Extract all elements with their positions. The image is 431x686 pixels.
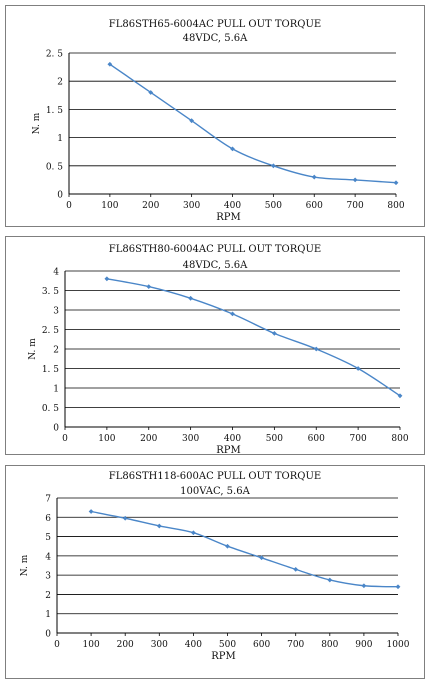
y-tick-label: 2 — [57, 78, 63, 88]
y-tick-label: 0 — [45, 630, 51, 640]
y-tick-label: 5 — [45, 533, 51, 543]
y-tick-label: 1 — [53, 385, 59, 395]
data-point — [270, 163, 276, 169]
data-point — [271, 331, 277, 336]
data-point — [352, 177, 358, 183]
y-tick-label: 0 — [53, 424, 59, 434]
y-axis-label: N. m — [32, 112, 42, 134]
x-tick-label: 0 — [66, 201, 72, 211]
data-point — [313, 346, 319, 352]
y-tick-label: 0 — [57, 191, 63, 201]
y-tick-label: 1. 5 — [46, 106, 63, 116]
y-tick-label: 1 — [57, 134, 63, 144]
y-tick-label: 3 — [53, 307, 59, 317]
data-point — [88, 509, 94, 514]
data-point — [311, 174, 317, 180]
data-point — [230, 311, 235, 317]
data-point — [156, 523, 162, 529]
torque-chart-3: 0 1 2 3 4 5 6 7 0 100 200 300 400 500 600 700 800 900 1000… — [20, 495, 410, 663]
data-point — [395, 584, 401, 590]
x-tick-label: 500 — [266, 434, 283, 444]
y-axis-label: N. m — [28, 338, 38, 360]
torque-chart-panel-2: FL86STH80-6004AC PULL OUT TORQUE 48VDC, … — [5, 236, 425, 457]
torque-chart-panel-3: FL86STH118-600AC PULL OUT TORQUE 100VAC,… — [5, 465, 425, 679]
y-tick-label: 1 — [45, 610, 51, 620]
chart-subtitle: 48VDC, 5.6A — [182, 260, 248, 271]
x-tick-label: 600 — [253, 640, 270, 650]
chart-title: FL86STH80-6004AC PULL OUT TORQUE — [108, 244, 322, 255]
x-tick-label: 700 — [347, 201, 364, 211]
x-tick-label: 300 — [182, 434, 199, 444]
y-tick-label: 2 — [53, 346, 59, 356]
x-tick-label: 800 — [387, 201, 404, 211]
series-line — [109, 63, 397, 184]
y-tick-label: 0. 5 — [46, 162, 63, 172]
data-point — [148, 90, 154, 95]
x-tick-label: 0 — [54, 640, 60, 650]
data-point — [230, 146, 235, 152]
y-axis-label: N. m — [20, 554, 30, 576]
x-tick-label: 600 — [306, 201, 323, 211]
data-point — [104, 276, 110, 282]
chart-title: FL86STH118-600AC PULL OUT TORQUE — [108, 471, 322, 482]
torque-chart-1: 0 0. 5 1 1. 5 2 2. 5 0 100 200 300 400 500 600 700 800… — [32, 50, 405, 224]
x-tick-label: 500 — [265, 201, 282, 211]
y-tick-label: 1. 5 — [42, 365, 59, 375]
y-tick-label: 2. 5 — [42, 326, 59, 336]
data-point — [191, 530, 196, 536]
x-tick-label: 100 — [98, 434, 115, 444]
y-tick-label: 0. 5 — [42, 404, 59, 414]
series-line — [106, 278, 401, 397]
x-tick-label: 700 — [350, 434, 367, 444]
data-point — [361, 583, 367, 589]
y-tick-label: 4 — [45, 552, 51, 562]
x-tick-label: 200 — [142, 201, 159, 211]
x-tick-label: 200 — [140, 434, 157, 444]
data-point — [188, 295, 194, 301]
y-tick-label: 3. 5 — [42, 287, 59, 297]
x-tick-label: 800 — [391, 434, 408, 444]
torque-chart-panel-1: FL86STH65-6004AC PULL OUT TORQUE 48VDC, … — [5, 5, 425, 227]
data-point — [107, 61, 113, 67]
y-tick-label: 6 — [45, 514, 51, 524]
x-axis-label: RPM — [216, 445, 241, 456]
data-point — [259, 555, 264, 561]
x-tick-label: 200 — [117, 640, 134, 650]
chart-subtitle: 100VAC, 5.6A — [180, 486, 250, 497]
y-tick-label: 4 — [53, 268, 59, 278]
x-tick-label: 600 — [308, 434, 325, 444]
x-axis-label: RPM — [216, 212, 241, 223]
x-tick-label: 400 — [224, 434, 241, 444]
data-point — [393, 180, 399, 186]
x-tick-label: 500 — [219, 640, 236, 650]
y-tick-label: 3 — [45, 572, 51, 582]
chart-title: FL86STH65-6004AC PULL OUT TORQUE — [108, 19, 322, 30]
x-tick-label: 100 — [101, 201, 118, 211]
x-tick-label: 900 — [355, 640, 372, 650]
torque-chart-2: 0 0. 5 1 1. 5 2 2. 5 3 3. 5 4 0 100 200 300 400 500 600… — [28, 268, 409, 457]
data-point — [355, 366, 361, 371]
data-point — [189, 118, 195, 124]
y-tick-label: 2. 5 — [46, 50, 63, 60]
x-tick-label: 1000 — [387, 640, 410, 650]
data-point — [397, 393, 403, 399]
data-point — [225, 543, 230, 549]
data-point — [146, 284, 152, 289]
x-tick-label: 0 — [62, 434, 68, 444]
data-point — [327, 577, 333, 583]
data-point — [293, 566, 299, 572]
chart-subtitle: 48VDC, 5.6A — [182, 33, 248, 44]
x-tick-label: 300 — [183, 201, 200, 211]
x-tick-label: 700 — [287, 640, 304, 650]
x-tick-label: 300 — [151, 640, 168, 650]
x-tick-label: 100 — [83, 640, 100, 650]
x-tick-label: 400 — [224, 201, 241, 211]
y-tick-label: 2 — [45, 591, 51, 601]
series-line — [90, 510, 399, 588]
x-tick-label: 800 — [321, 640, 338, 650]
y-tick-label: 7 — [45, 495, 51, 505]
x-tick-label: 400 — [185, 640, 202, 650]
x-axis-label: RPM — [211, 651, 236, 662]
data-point — [122, 515, 128, 521]
